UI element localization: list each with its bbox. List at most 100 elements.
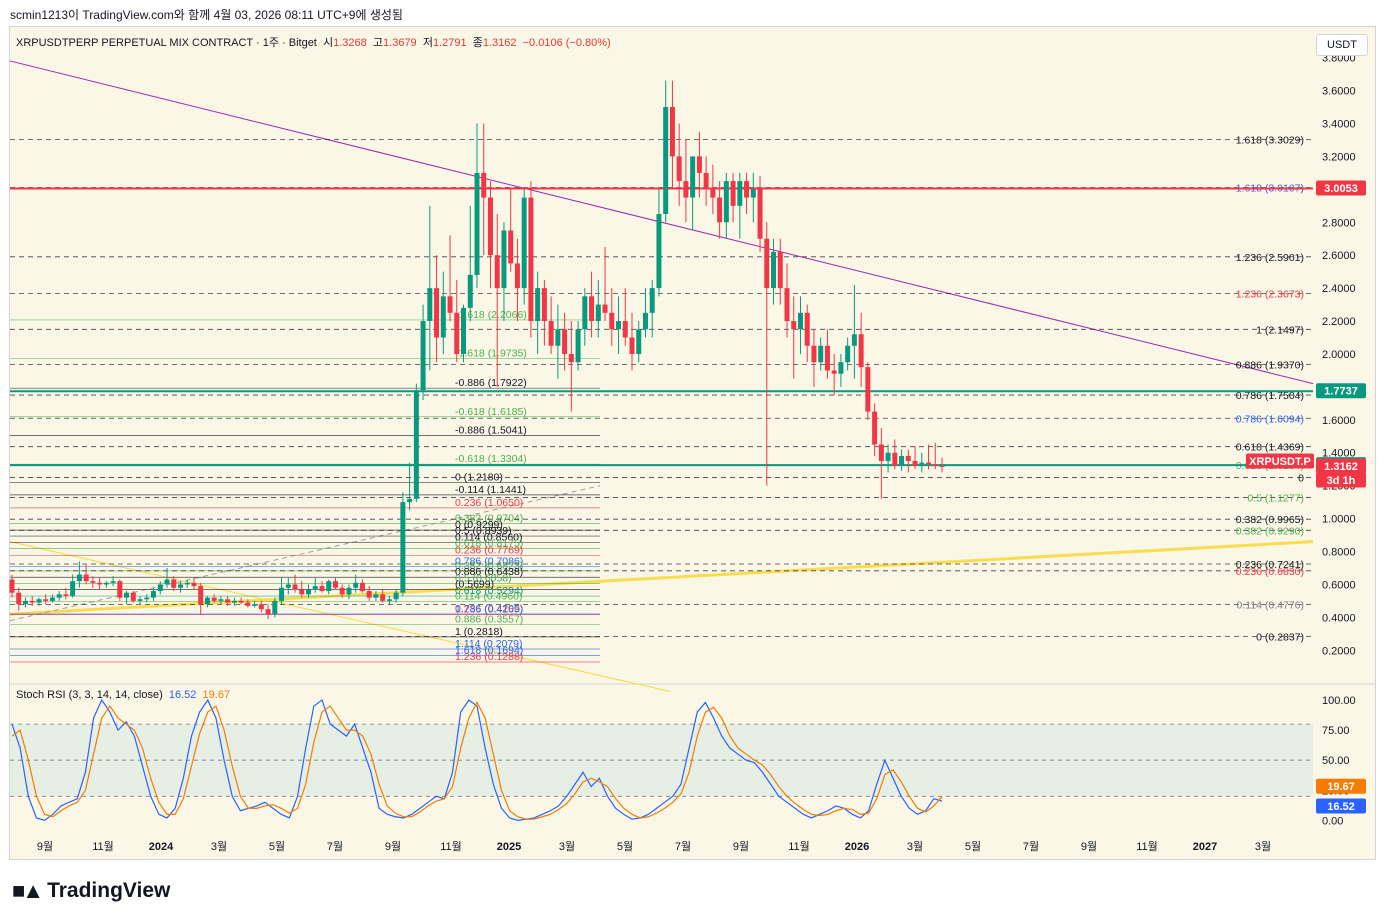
stoch-k-value: 16.52 [168,689,197,701]
open-label: 시 [323,37,334,49]
candle-body [218,599,224,601]
y-tick-label: 3.2000 [1322,151,1356,163]
candle-body [609,312,615,330]
candle-body [184,582,190,585]
candle-body [198,586,204,605]
oscillator-y-tick-label: 100.00 [1322,695,1356,707]
candle-body [616,321,622,330]
candle-body [366,591,372,598]
x-tick-label: 3월 [211,840,227,853]
candle-body [548,321,554,346]
candle-body [292,584,298,590]
y-tick-label: 2.4000 [1322,283,1356,295]
candle-body [97,582,103,585]
candle-body [521,197,527,289]
candle-body [642,312,648,330]
y-tick-label: 2.6000 [1322,250,1356,262]
candle-body [9,579,15,593]
low-value: 1.2791 [432,37,467,49]
candle-body [151,591,157,598]
right-fib-label: 0.236 (0.6830) [1236,566,1304,578]
candle-body [29,600,35,603]
candle-body [299,589,305,595]
candle-body [582,296,588,330]
candle-body [177,584,183,588]
x-tick-label: 7월 [327,840,343,853]
left-fib-label: 0.618 (0.5294) [455,585,523,597]
candle-body [481,172,487,198]
x-tick-label: 9월 [1081,840,1097,853]
candle-body [312,586,318,590]
left-fib-label: 1.236 (0.1288) [455,651,523,663]
right-fib-label: 0.886 (1.9370) [1236,359,1304,371]
candle-body [744,181,750,198]
candle-body [541,288,547,322]
oscillator-tag-bg [1316,778,1366,794]
price-tag-bg [1316,472,1366,488]
candle-body [730,181,736,206]
right-fib-label: 0.114 (0.4776) [1236,600,1304,612]
x-tick-label: 11월 [440,840,462,853]
candle-body [757,189,763,239]
left-fib-label: 0.786 (0.4205) [455,603,523,615]
candle-body [70,581,76,596]
oscillator-tag-label: 19.67 [1327,781,1355,793]
right-fib-label: 0 [1298,472,1304,484]
right-fib-label: 1 (2.1497) [1256,324,1304,336]
close-value: 1.3162 [482,37,517,49]
stoch-rsi-legend[interactable]: Stoch RSI (3, 3, 14, 14, close) 16.52 19… [16,689,230,701]
tradingview-brand[interactable]: ■▲ TradingView [12,878,170,904]
oscillator-y-tick-label: 75.00 [1322,725,1350,737]
candle-body [36,599,42,603]
candle-body [845,345,851,363]
chart-caption: scmin1213이 TradingView.com와 함께 4월 03, 20… [10,8,403,22]
candle-body [494,255,500,289]
candle-body [171,579,177,588]
candle-body [696,156,702,173]
candle-body [838,362,844,374]
left-fib-label: (0.5699) [455,578,494,590]
oscillator-tag-bg [1316,798,1366,814]
candle-body [467,274,473,308]
x-tick-label: 5월 [965,840,981,853]
descending-trendline [9,60,1314,385]
price-tag-label: 1.3162 [1324,461,1358,473]
price-tag-bg [1246,453,1314,469]
candle-body [771,251,777,289]
candle-body [245,602,251,606]
candle-body [622,321,628,338]
candle-body [427,288,433,322]
candle-body [238,600,244,603]
candle-body [562,329,568,354]
candle-body [656,214,662,289]
symbol-title[interactable]: XRPUSDTPERP PERPETUAL MIX CONTRACT · 1주 … [16,37,317,49]
x-tick-label: 11월 [1136,840,1158,853]
candle-body [885,452,891,461]
stoch-rsi-title: Stoch RSI (3, 3, 14, 14, close) [16,689,163,701]
candle-body [710,189,716,198]
candle-body [528,197,534,322]
candle-body [804,312,810,346]
right-fib-label: 0.382 (0.9965) [1236,514,1304,526]
x-tick-label: 5월 [617,840,633,853]
y-tick-label: 3.6000 [1322,86,1356,98]
candle-body [811,345,817,363]
candle-body [508,230,514,264]
candle-body [326,581,332,592]
candle-body [346,587,352,595]
candle-body [332,581,338,588]
candle-body [939,465,945,467]
y-tick-label: 2.8000 [1322,217,1356,229]
candle-body [818,345,824,363]
tradingview-logo-icon: ■▲ [12,878,44,903]
currency-selector[interactable]: USDT [1316,34,1368,56]
candle-body [595,304,601,322]
right-fib-label: 0.236 (0.7241) [1236,559,1304,571]
candle-body [777,251,783,289]
candle-body [926,462,932,465]
candle-body [851,334,857,346]
left-fib-label: -0.618 (1.6185) [455,406,527,418]
candle-body [124,592,130,598]
right-fib-label: 1.236 (2.3673) [1236,289,1304,301]
